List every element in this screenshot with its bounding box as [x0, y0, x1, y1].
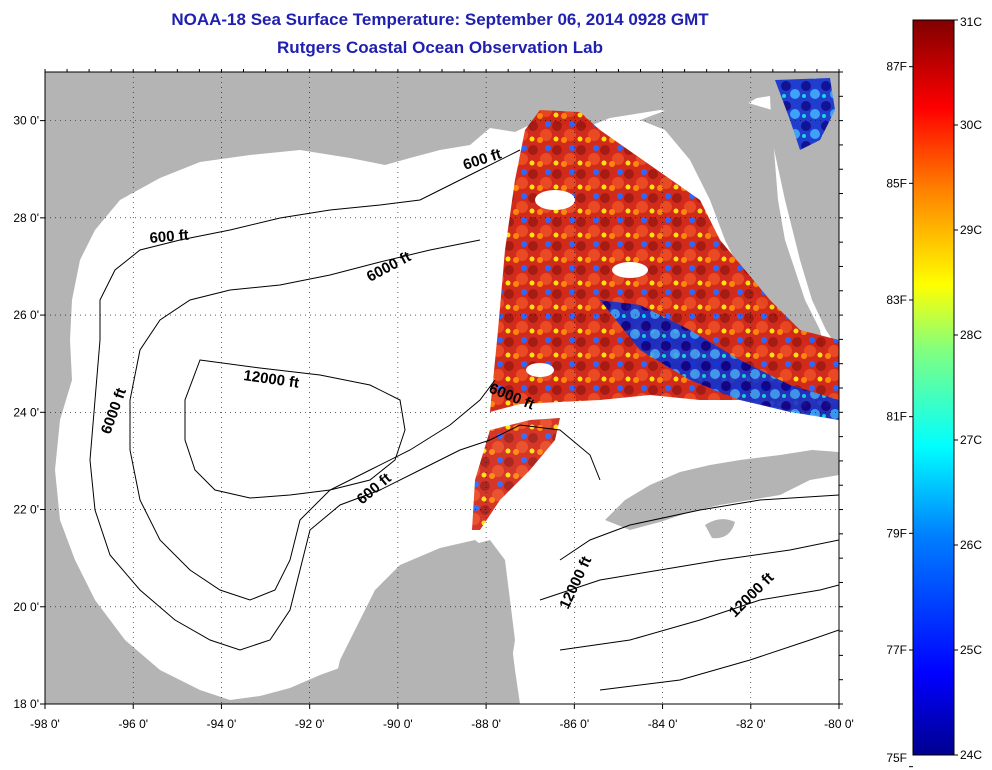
land-us-gulf-coast [45, 72, 770, 704]
florida-west-coast [640, 102, 825, 355]
lon-tick-label: -94 0' [207, 717, 237, 731]
graticule [45, 72, 839, 704]
lat-tick-label: 22 0' [13, 503, 39, 517]
lat-tick-label: 24 0' [13, 405, 39, 419]
contour-12000ft [184, 359, 406, 499]
celsius-tick-label: 27C [960, 433, 982, 447]
colorbar [912, 19, 955, 756]
map-subtitle: Rutgers Coastal Ocean Observation Lab [277, 38, 603, 57]
lon-tick-label: -98 0' [30, 717, 60, 731]
latitude-ticks: 30 0' 28 0' 26 0' 24 0' 22 0' 20 0' 18 0' [13, 71, 843, 711]
lon-tick-label: -92 0' [295, 717, 325, 731]
celsius-tick-label: 26C [960, 538, 982, 552]
lon-tick-label: -96 0' [118, 717, 148, 731]
longitude-ticks: -98 0' -96 0' -94 0' -92 0' -90 0' -88 0' -86 … [30, 69, 854, 731]
lat-tick-label: 28 0' [13, 211, 39, 225]
cloud-gap [612, 262, 648, 278]
lon-tick-label: -90 0' [383, 717, 413, 731]
land-yucatan [330, 540, 520, 704]
fahrenheit-tick-label: 87F [886, 60, 907, 74]
colorbar-celsius-ticks: 31C 30C 29C 28C 27C 26C 25C 24C [954, 15, 982, 762]
sst-swath-south [472, 418, 560, 530]
contour-caribbean-12000 [559, 584, 839, 651]
contour-caribbean-600 [559, 494, 839, 561]
lat-tick-label: 18 0' [13, 697, 39, 711]
fahrenheit-tick-label: 75F [886, 751, 907, 765]
sst-swath-cool-band [600, 300, 839, 420]
map-title: NOAA-18 Sea Surface Temperature: Septemb… [171, 10, 709, 29]
cloud-gap [535, 190, 575, 210]
sst-east-strip [775, 78, 835, 150]
lon-tick-label: -82 0' [736, 717, 766, 731]
celsius-tick-label: 28C [960, 328, 982, 342]
contour-caribbean-12000b [599, 629, 839, 691]
lat-tick-label: 26 0' [13, 308, 39, 322]
colorbar-fahrenheit-ticks: 87F 85F 83F 81F 79F 77F 75F [886, 60, 913, 768]
lon-tick-label: -80 0' [824, 717, 854, 731]
celsius-tick-label: 30C [960, 118, 982, 132]
contour-600ft [89, 149, 601, 651]
celsius-tick-label: 31C [960, 15, 982, 29]
fahrenheit-tick-label: 83F [886, 293, 907, 307]
fahrenheit-tick-label: 81F [886, 410, 907, 424]
land-isla-juventud [705, 519, 735, 539]
fahrenheit-tick-label: 77F [886, 643, 907, 657]
celsius-tick-label: 24C [960, 748, 982, 762]
lat-tick-label: 20 0' [13, 600, 39, 614]
lon-tick-label: -86 0' [560, 717, 590, 731]
celsius-tick-label: 29C [960, 223, 982, 237]
fahrenheit-tick-label: 79F [886, 526, 907, 540]
contour-label: 600 ft [149, 227, 190, 247]
land-florida [640, 72, 839, 350]
fahrenheit-tick-label: 85F [886, 176, 907, 190]
land-cuba [605, 450, 839, 530]
lat-tick-label: 30 0' [13, 114, 39, 128]
cloud-gap [526, 363, 554, 377]
depth-contours [89, 149, 839, 691]
lon-tick-label: -84 0' [648, 717, 678, 731]
sst-swath-main [490, 110, 839, 420]
contour-caribbean-6000 [539, 539, 839, 601]
lon-tick-label: -88 0' [471, 717, 501, 731]
celsius-tick-label: 25C [960, 643, 982, 657]
contour-6000ft [129, 239, 496, 601]
